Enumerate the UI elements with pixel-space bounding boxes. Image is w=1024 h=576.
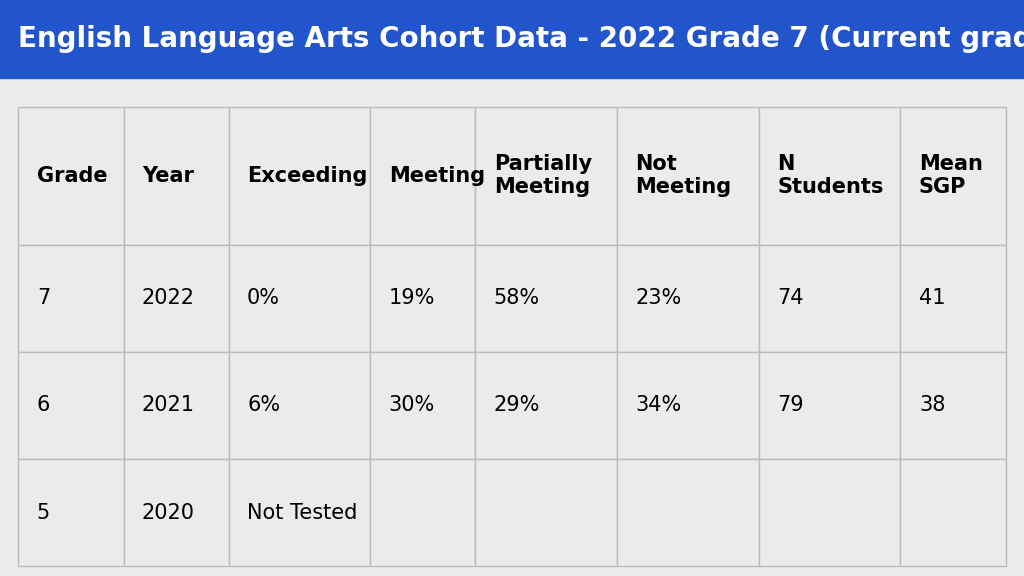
Text: 58%: 58% — [494, 288, 540, 308]
Text: 6: 6 — [37, 396, 50, 415]
Bar — [759, 459, 900, 566]
Bar — [475, 352, 617, 459]
Bar — [475, 459, 617, 566]
Text: Meeting: Meeting — [389, 166, 485, 185]
Bar — [124, 459, 228, 566]
Text: Not Tested: Not Tested — [247, 503, 357, 522]
Bar — [371, 459, 475, 566]
Bar — [124, 245, 228, 352]
Bar — [617, 352, 759, 459]
Bar — [18, 352, 124, 459]
Bar — [18, 107, 124, 245]
Text: English Language Arts Cohort Data - 2022 Grade 7 (Current grade 8): English Language Arts Cohort Data - 2022… — [18, 25, 1024, 53]
Bar — [475, 245, 617, 352]
Text: Mean
SGP: Mean SGP — [919, 154, 983, 197]
Text: 0%: 0% — [247, 288, 281, 308]
Text: Year: Year — [142, 166, 194, 185]
Text: Not
Meeting: Not Meeting — [636, 154, 732, 197]
Bar — [900, 245, 1006, 352]
Text: 2020: 2020 — [142, 503, 195, 522]
Bar — [371, 245, 475, 352]
Text: 38: 38 — [919, 396, 945, 415]
Text: 41: 41 — [919, 288, 945, 308]
Bar — [759, 352, 900, 459]
Bar — [371, 352, 475, 459]
Text: N
Students: N Students — [777, 154, 884, 197]
Text: 23%: 23% — [636, 288, 682, 308]
Text: 79: 79 — [777, 396, 804, 415]
Text: 34%: 34% — [636, 396, 682, 415]
Text: 29%: 29% — [494, 396, 541, 415]
Bar — [18, 245, 124, 352]
Text: 5: 5 — [37, 503, 50, 522]
Bar — [371, 107, 475, 245]
Text: Exceeding: Exceeding — [247, 166, 368, 185]
Bar — [900, 352, 1006, 459]
Bar — [124, 352, 228, 459]
Text: 2021: 2021 — [142, 396, 195, 415]
Text: 2022: 2022 — [142, 288, 195, 308]
Bar — [617, 107, 759, 245]
Bar — [900, 107, 1006, 245]
Text: Partially
Meeting: Partially Meeting — [494, 154, 592, 197]
Bar — [18, 459, 124, 566]
Bar — [124, 107, 228, 245]
Bar — [228, 352, 371, 459]
Bar — [228, 245, 371, 352]
Text: 19%: 19% — [389, 288, 435, 308]
Bar — [228, 107, 371, 245]
Text: 7: 7 — [37, 288, 50, 308]
Bar — [900, 459, 1006, 566]
Bar — [759, 245, 900, 352]
Bar — [617, 245, 759, 352]
Text: 74: 74 — [777, 288, 804, 308]
Text: Grade: Grade — [37, 166, 108, 185]
Bar — [475, 107, 617, 245]
Bar — [617, 459, 759, 566]
Bar — [228, 459, 371, 566]
Text: 6%: 6% — [247, 396, 281, 415]
Text: 30%: 30% — [389, 396, 435, 415]
Bar — [759, 107, 900, 245]
